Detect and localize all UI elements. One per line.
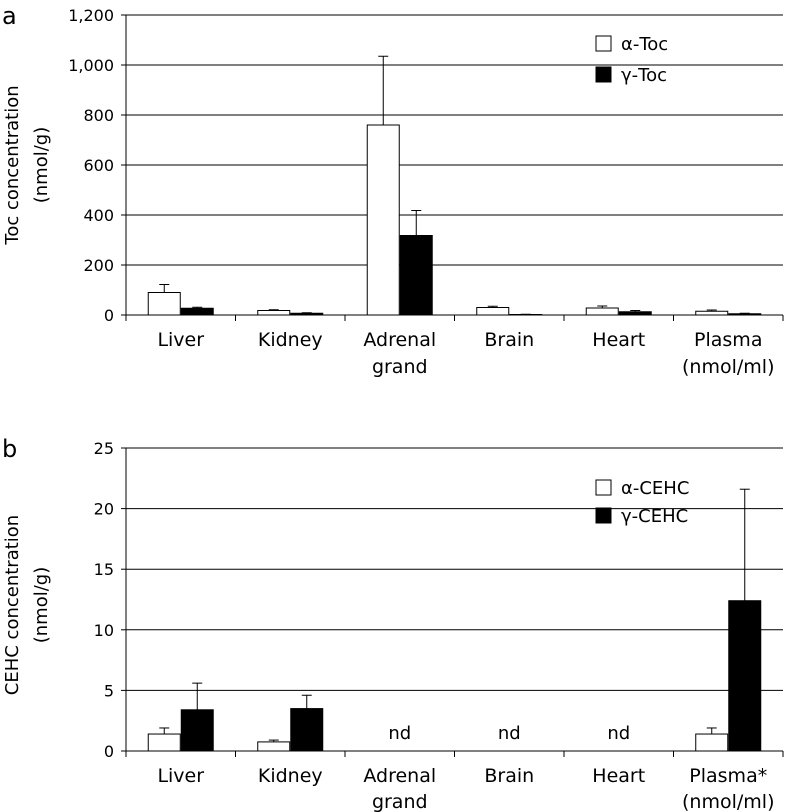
bar (148, 734, 180, 751)
bar (367, 125, 399, 315)
category-label: Brain (484, 329, 534, 351)
category-label: Plasma (694, 329, 762, 351)
bar (477, 308, 509, 316)
legend-label: α-CEHC (621, 478, 689, 499)
bar (148, 293, 180, 316)
bar (696, 734, 728, 751)
y-axis-label: CEHC concentration (2, 515, 23, 695)
legend-label: γ-Toc (621, 65, 667, 86)
bar (291, 709, 323, 751)
y-tick-label: 400 (83, 206, 114, 225)
legend-swatch (596, 67, 611, 82)
y-tick-label: 15 (94, 560, 114, 579)
legend-swatch (596, 508, 611, 523)
annotation-nd: nd (498, 723, 521, 744)
bar (181, 308, 213, 315)
y-tick-label: 1,200 (68, 6, 114, 25)
y-tick-label: 0 (104, 742, 114, 761)
annotation-nd: nd (607, 723, 630, 744)
category-label: grand (372, 356, 428, 378)
category-label: Liver (157, 765, 204, 787)
legend-swatch (596, 36, 611, 51)
y-tick-label: 5 (104, 681, 114, 700)
category-label: Plasma* (689, 765, 767, 787)
category-label: Heart (592, 765, 645, 787)
category-label: Adrenal (363, 329, 436, 351)
y-tick-label: 1,000 (68, 56, 114, 75)
category-label: grand (372, 791, 428, 812)
legend-swatch (596, 480, 611, 495)
bar (400, 236, 432, 316)
y-axis-label: Toc concentration (2, 85, 23, 245)
legend-label: α-Toc (621, 34, 668, 55)
bar (181, 710, 213, 751)
y-tick-label: 600 (83, 156, 114, 175)
bar (696, 311, 728, 315)
panel-label: b (2, 435, 17, 463)
category-label: Brain (484, 765, 534, 787)
panel-label: a (2, 2, 17, 30)
bar (729, 601, 761, 751)
y-tick-label: 0 (104, 306, 114, 325)
y-tick-label: 800 (83, 106, 114, 125)
category-label: (nmol/ml) (682, 356, 774, 378)
bar (586, 308, 618, 315)
y-tick-label: 20 (94, 500, 114, 519)
bar (258, 311, 290, 316)
y-axis-label: (nmol/g) (31, 567, 52, 644)
category-label: Kidney (258, 765, 323, 787)
category-label: (nmol/ml) (682, 791, 774, 812)
legend-label: γ-CEHC (621, 506, 688, 527)
bar (258, 742, 290, 751)
y-tick-label: 200 (83, 256, 114, 275)
category-label: Heart (592, 329, 645, 351)
category-label: Kidney (258, 329, 323, 351)
y-axis-label: (nmol/g) (31, 127, 52, 204)
annotation-nd: nd (388, 723, 411, 744)
y-tick-label: 25 (94, 439, 114, 458)
category-label: Liver (157, 329, 204, 351)
category-label: Adrenal (363, 765, 436, 787)
y-tick-label: 10 (94, 621, 114, 640)
